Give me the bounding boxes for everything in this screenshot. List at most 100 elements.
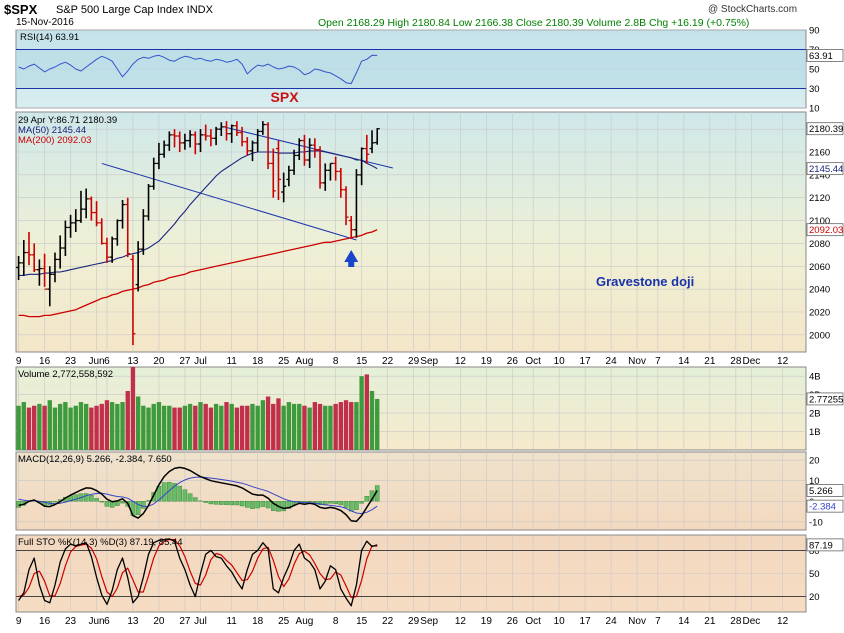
volume-bar — [115, 403, 120, 450]
price-x-tick-label: 18 — [252, 356, 264, 367]
macd-histogram-bar — [99, 501, 105, 503]
stochastic-x-tick-label: 29 — [408, 616, 420, 627]
rsi-panel-axis-strip — [806, 30, 844, 108]
stochastic-x-tick-label: Dec — [743, 616, 761, 627]
price-x-tick-label: 26 — [507, 356, 519, 367]
volume-bar — [349, 402, 354, 450]
macd-histogram-bar — [167, 481, 172, 502]
macd-panel-background — [16, 452, 806, 530]
stochastic-x-tick-label: 21 — [704, 616, 716, 627]
price-x-tick-label: 12 — [777, 356, 789, 367]
volume-bar — [338, 402, 344, 450]
volume-bar — [276, 398, 281, 450]
stochastic-x-tick-label: 13 — [127, 616, 139, 627]
stochastic-x-tick-label: 14 — [678, 616, 690, 627]
price-x-tick-label: 9 — [16, 356, 22, 367]
rsi-value-tag: 63.91 — [809, 51, 833, 62]
macd-histogram-bar — [83, 493, 89, 502]
volume-bar — [359, 376, 364, 450]
macd-value-value-tag-box — [806, 484, 844, 497]
volume-bar — [120, 402, 125, 450]
vol-tick-label: 4B — [809, 372, 821, 383]
macd-histogram-bar — [94, 498, 99, 502]
macd-histogram-bar — [270, 501, 276, 511]
volume-bar — [271, 403, 276, 450]
macd-histogram-bar — [172, 483, 177, 502]
volume-bar — [369, 390, 375, 450]
volume-bar — [245, 405, 250, 450]
stochastic-value-tag-box — [806, 538, 844, 552]
volume-bar — [187, 403, 193, 450]
macd-signal-value-value-tag: -2.384 — [809, 502, 836, 513]
macd-histogram-bar — [141, 501, 146, 509]
price-close-value-tag-box — [806, 122, 844, 136]
macd-tick-label: -10 — [809, 517, 823, 528]
price-x-tick-label: Nov — [628, 356, 646, 367]
source-credit: @ StockCharts.com — [708, 4, 798, 15]
stochastic-x-tick-label: Jul — [194, 616, 207, 627]
volume-bar — [52, 407, 58, 450]
macd-histogram-bar — [260, 501, 266, 507]
stochastic-x-tick-label: 12 — [455, 616, 467, 627]
stochastic-x-tick-label: 28 — [730, 616, 742, 627]
sto-tick-label: 20 — [809, 592, 820, 603]
macd-histogram-bar — [213, 501, 219, 505]
volume-bar — [208, 407, 214, 450]
rsi-legend: RSI(14) 63.91 — [20, 32, 79, 43]
volume-bar — [177, 407, 182, 450]
macd-histogram-bar — [307, 501, 312, 503]
stochastic-x-tick-label: 12 — [777, 616, 789, 627]
volume-bar — [302, 405, 307, 450]
macd-histogram-bar — [151, 492, 157, 502]
volume-bar — [291, 403, 297, 450]
price-x-tick-label: Dec — [743, 356, 761, 367]
rsi-neutral-band — [16, 49, 806, 89]
volume-bar — [323, 405, 328, 450]
price-ma200-value-tag: 2092.03 — [809, 225, 843, 236]
volume-panel-frame — [15, 366, 807, 451]
volume-bar — [213, 403, 219, 450]
volume-bar — [312, 402, 318, 450]
volume-bar — [203, 403, 208, 450]
price-tick-label: 2000 — [809, 330, 830, 341]
volume-bar — [42, 405, 47, 450]
macd-histogram-bar — [359, 501, 364, 504]
volume-bar — [125, 390, 130, 450]
volume-bar — [260, 400, 266, 450]
macd-histogram-bar — [177, 485, 182, 502]
price-x-tick-label: Sep — [420, 356, 438, 367]
stochastic-x-tick-label: 11 — [226, 616, 237, 627]
sto-tick-label: 80 — [809, 546, 820, 557]
volume-bar — [37, 403, 42, 450]
price-x-tick-label: Oct — [525, 356, 541, 367]
price-x-tick-label: 7 — [655, 356, 661, 367]
rsi-tick-label: 50 — [809, 65, 820, 76]
price-panel-background — [16, 112, 806, 352]
stochastic-x-tick-label: Oct — [525, 616, 541, 627]
macd-histogram-bar — [328, 501, 333, 504]
macd-histogram-bar — [338, 501, 344, 506]
price-ma200-value-tag-box — [806, 223, 844, 237]
price-ma50-value-tag-box — [806, 162, 844, 176]
macd-histogram-bar — [234, 501, 240, 506]
stochastic-x-tick-label: Aug — [296, 616, 314, 627]
macd-histogram-bar — [333, 501, 338, 504]
price-x-tick-label: Aug — [296, 356, 314, 367]
price-panel-frame — [15, 111, 807, 353]
macd-histogram-bar — [52, 501, 58, 503]
price-tick-label: 2040 — [809, 285, 830, 296]
volume-bar — [364, 374, 370, 450]
macd-histogram-bar — [219, 501, 224, 505]
stochastic-k-line — [18, 538, 378, 607]
price-legend-line: 29 Apr Y:86.71 2180.39 — [18, 115, 117, 126]
price-x-tick-label: 15 — [356, 356, 368, 367]
volume-bar — [297, 403, 302, 450]
volume-bar — [229, 403, 234, 450]
gravestone-doji-arrow — [344, 250, 359, 267]
sto-tick-label: 50 — [809, 569, 820, 580]
volume-bar — [375, 398, 380, 450]
price-x-tick-label: 28 — [730, 356, 742, 367]
stochastic-x-tick-label: 15 — [356, 616, 368, 627]
macd-histogram-bar — [229, 501, 234, 506]
price-tick-label: 2140 — [809, 170, 830, 181]
